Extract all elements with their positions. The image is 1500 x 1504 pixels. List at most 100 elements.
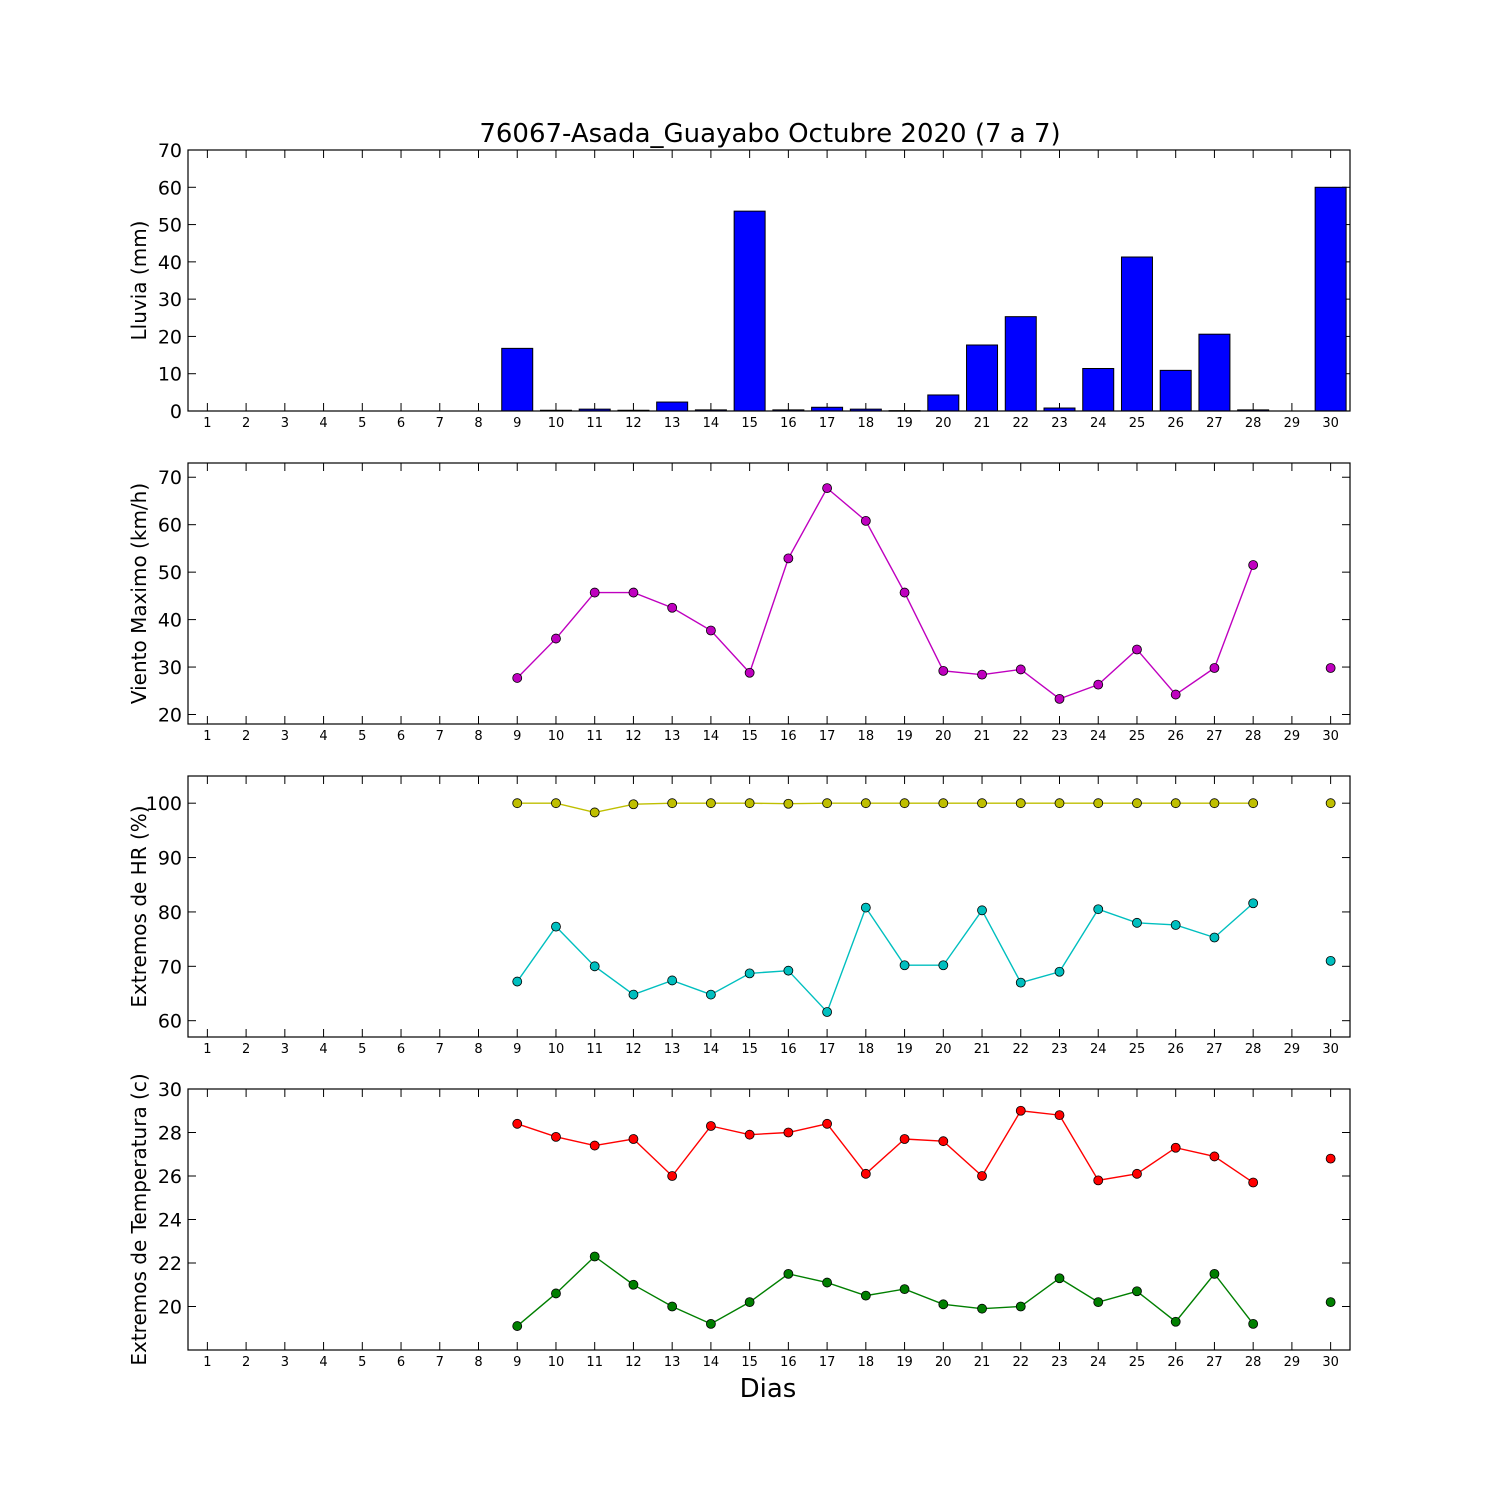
data-point	[1248, 1177, 1259, 1188]
x-tick-label: 5	[358, 1042, 366, 1057]
x-tick-label: 17	[819, 729, 836, 744]
data-point	[1093, 1175, 1104, 1186]
data-point	[977, 669, 987, 680]
data-point	[1325, 798, 1336, 809]
y-tick-label: 28	[158, 1123, 182, 1145]
x-tick-label: 19	[896, 729, 913, 744]
data-point	[551, 798, 561, 809]
data-point	[860, 1168, 871, 1179]
x-tick-label: 24	[1090, 416, 1107, 431]
y-tick-label: 0	[170, 401, 182, 423]
data-point	[1248, 898, 1259, 909]
data-point	[1015, 1301, 1026, 1312]
x-tick-label: 28	[1245, 729, 1262, 744]
y-tick-label: 60	[158, 1011, 182, 1033]
y-tick-label: 30	[158, 657, 182, 679]
data-point	[860, 1290, 871, 1301]
x-tick-label: 16	[780, 729, 797, 744]
x-tick-label: 14	[703, 416, 720, 431]
x-tick-label: 27	[1206, 1355, 1223, 1370]
data-point	[706, 1121, 716, 1131]
x-tick-label: 1	[203, 1355, 211, 1370]
x-tick-label: 19	[896, 1355, 913, 1370]
x-tick-label: 23	[1051, 1355, 1068, 1370]
bar	[966, 344, 999, 412]
x-tick-label: 16	[780, 416, 797, 431]
x-tick-label: 29	[1284, 1042, 1301, 1057]
data-point	[899, 1134, 910, 1144]
data-point	[822, 1277, 832, 1288]
x-tick-label: 13	[664, 729, 681, 744]
x-tick-label: 24	[1090, 1355, 1107, 1370]
data-point	[783, 798, 794, 809]
x-tick-label: 14	[703, 1042, 720, 1057]
y-tick-label: 20	[158, 705, 182, 727]
data-point	[899, 798, 910, 809]
data-point	[938, 798, 949, 809]
data-point	[667, 1301, 678, 1312]
x-tick-label: 2	[242, 1042, 250, 1057]
y-axis-label: Viento Maximo (km/h)	[127, 483, 151, 704]
x-tick-label: 10	[548, 729, 565, 744]
plot-frame	[187, 149, 1351, 412]
data-point	[512, 976, 523, 987]
bar	[1198, 333, 1231, 412]
data-point	[744, 798, 755, 809]
x-tick-label: 12	[625, 416, 642, 431]
x-tick-label: 5	[358, 416, 366, 431]
data-point	[938, 1136, 949, 1147]
data-point	[744, 667, 755, 678]
data-point	[1209, 1268, 1220, 1279]
x-tick-label: 5	[358, 1355, 366, 1370]
x-tick-label: 21	[974, 729, 991, 744]
x-tick-label: 22	[1012, 729, 1029, 744]
data-point	[551, 921, 561, 932]
bar	[927, 394, 960, 412]
data-point	[938, 960, 949, 971]
y-tick-label: 40	[158, 610, 182, 632]
x-tick-label: 22	[1012, 416, 1029, 431]
x-tick-label: 15	[741, 1355, 758, 1370]
x-axis-label: Dias	[740, 1374, 797, 1404]
x-tick-label: 12	[625, 1042, 642, 1057]
x-tick-label: 2	[242, 1355, 250, 1370]
x-tick-label: 6	[397, 729, 405, 744]
x-tick-label: 18	[858, 416, 875, 431]
y-tick-label: 22	[158, 1253, 182, 1275]
y-tick-label: 40	[158, 252, 182, 274]
chart-title: 76067-Asada_Guayabo Octubre 2020 (7 a 7)	[479, 119, 1060, 149]
x-tick-label: 13	[664, 1355, 681, 1370]
data-point	[1248, 560, 1259, 570]
x-tick-label: 14	[703, 729, 720, 744]
data-point	[977, 1303, 987, 1314]
data-point	[1015, 664, 1026, 675]
data-point	[1209, 1151, 1220, 1162]
data-point	[589, 807, 600, 818]
data-point	[1054, 966, 1065, 977]
data-point	[589, 1251, 600, 1262]
data-point	[512, 1118, 523, 1129]
y-tick-label: 50	[158, 215, 182, 237]
data-point	[1054, 1273, 1065, 1284]
x-tick-label: 28	[1245, 416, 1262, 431]
data-point	[1015, 798, 1026, 809]
x-tick-label: 4	[319, 416, 327, 431]
x-tick-label: 4	[319, 1355, 327, 1370]
data-point	[628, 1134, 639, 1144]
data-point	[1209, 932, 1220, 943]
x-tick-label: 9	[513, 729, 521, 744]
x-tick-label: 27	[1206, 1042, 1223, 1057]
x-tick-label: 10	[548, 416, 565, 431]
data-point	[744, 968, 755, 979]
y-axis-label: Lluvia (mm)	[127, 221, 151, 341]
y-tick-label: 60	[158, 177, 182, 199]
data-point	[822, 1007, 832, 1017]
data-point	[1170, 920, 1181, 930]
data-point	[1325, 955, 1336, 966]
data-point	[1015, 977, 1026, 988]
y-axis-label: Extremos de HR (%)	[127, 805, 151, 1007]
x-tick-label: 3	[281, 1355, 289, 1370]
